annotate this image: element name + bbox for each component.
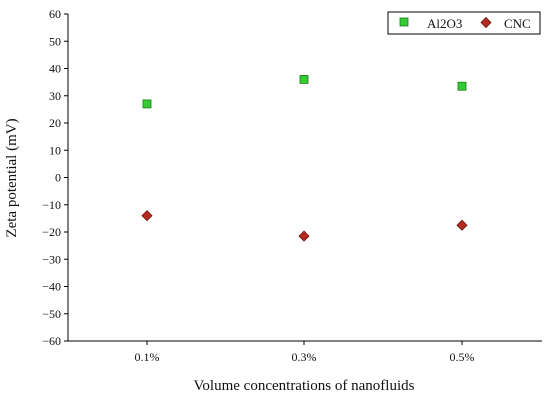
y-tick-label: −50 [42, 307, 61, 321]
y-tick-label: 60 [49, 7, 61, 21]
y-tick-label: −40 [42, 280, 61, 294]
y-tick-label: −10 [42, 198, 61, 212]
axes [67, 14, 542, 342]
x-tick-label: 0.3% [292, 350, 317, 364]
al2o3-point [457, 81, 467, 91]
al2o3-point [299, 75, 309, 84]
y-tick-label: −60 [42, 334, 61, 348]
y-tick-label: −20 [42, 225, 61, 239]
legend: Al2O3 CNC [387, 11, 541, 35]
y-tick-label: 40 [49, 62, 61, 76]
legend-label-al2o3: Al2O3 [427, 16, 462, 31]
cnc-point [298, 230, 310, 242]
x-tick-label: 0.5% [450, 350, 475, 364]
al2o3-point [142, 99, 152, 109]
y-tick-label: 0 [55, 171, 61, 185]
legend-box [387, 11, 541, 35]
cnc-point [456, 219, 468, 231]
x-axis-ticks: 0.1% 0.3% 0.5% [135, 341, 475, 364]
y-tick-label: 10 [49, 143, 61, 157]
x-tick-label: 0.1% [135, 350, 160, 364]
y-tick-label: 50 [49, 34, 61, 48]
cnc-point [141, 210, 153, 222]
y-axis-title: Zeta potential (mV) [4, 118, 20, 237]
y-axis-ticks: 60 50 40 30 20 10 0 −10 −20 −30 −40 −50 −60 [42, 7, 68, 348]
y-tick-label: 30 [49, 89, 61, 103]
y-tick-label: 20 [49, 116, 61, 130]
y-tick-label: −30 [42, 252, 61, 266]
legend-marker-al2o3 [399, 17, 409, 27]
legend-label-cnc: CNC [504, 16, 531, 31]
data-points [141, 75, 468, 242]
legend-marker-cnc [480, 16, 492, 29]
x-axis-title: Volume concentrations of nanofluids [194, 378, 415, 394]
